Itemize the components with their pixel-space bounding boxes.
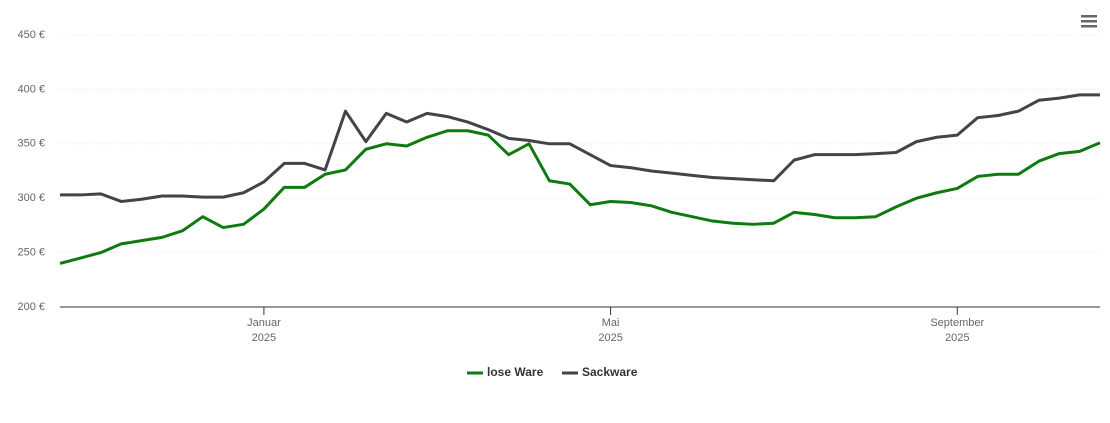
y-tick-label: 300 €	[17, 192, 45, 204]
y-tick-label: 400 €	[17, 83, 45, 95]
y-tick-label: 200 €	[17, 301, 45, 313]
x-tick-label: Januar 2025	[247, 317, 281, 344]
menu-bar[interactable]	[1081, 20, 1097, 23]
menu-icon[interactable]	[1081, 15, 1097, 28]
y-tick-label: 450 €	[17, 29, 45, 41]
menu-bar[interactable]	[1081, 15, 1097, 18]
y-tick-label: 250 €	[17, 247, 45, 259]
legend-label: lose Ware	[487, 365, 544, 379]
legend-label: Sackware	[582, 365, 638, 379]
y-tick-label: 350 €	[17, 138, 45, 150]
line	[59, 129, 1101, 265]
menu-bar[interactable]	[1081, 25, 1097, 28]
line	[60, 93, 1100, 203]
x-tick-label: Mai 2025	[598, 317, 622, 344]
x-tick-label: September 2025	[930, 317, 984, 344]
